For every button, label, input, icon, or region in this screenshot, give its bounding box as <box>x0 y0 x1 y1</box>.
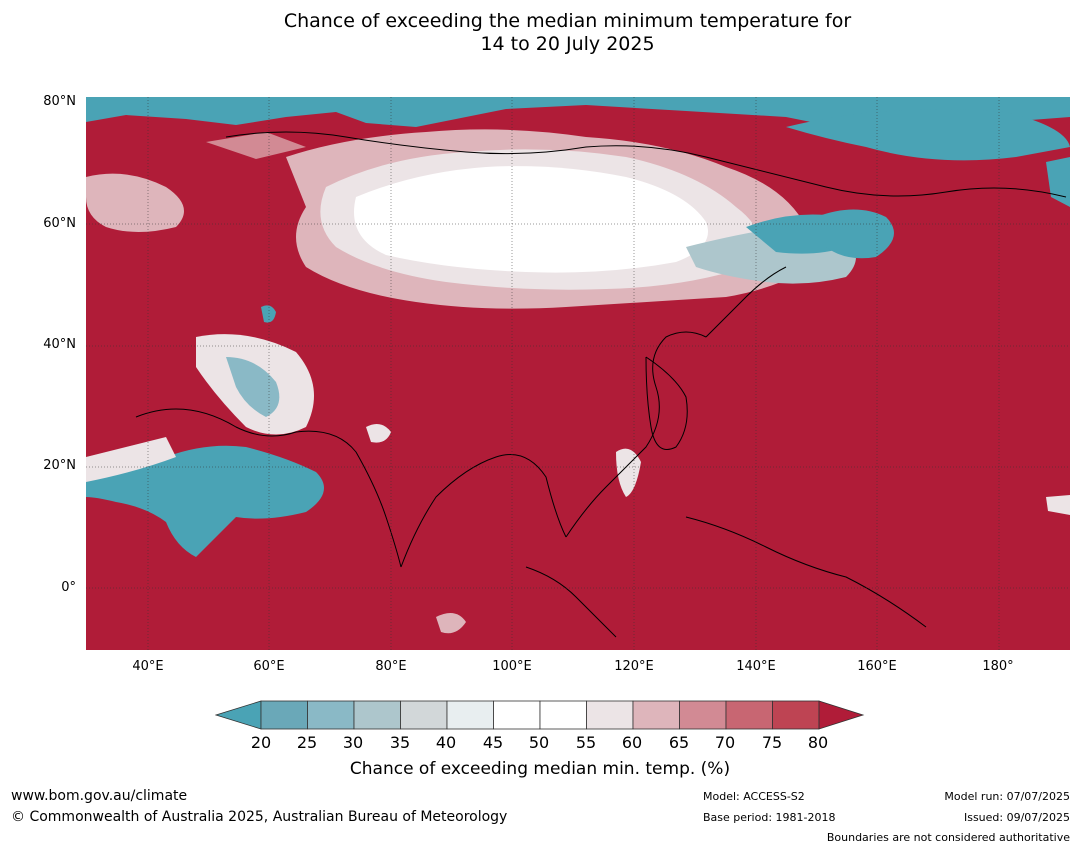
lat-label-40n: 40°N <box>43 337 76 352</box>
graticule <box>86 97 1070 650</box>
cb-tick-50: 50 <box>528 733 550 752</box>
title-line-2: 14 to 20 July 2025 <box>480 33 655 55</box>
lon-label-120e: 120°E <box>614 659 654 674</box>
arabian-sea-cool-region <box>86 445 324 557</box>
cb-tick-25: 25 <box>296 733 318 752</box>
caspian-cool-patch <box>261 305 276 323</box>
cb-tick-70: 70 <box>714 733 736 752</box>
colorbar-cell <box>353 700 401 730</box>
model-run-date: Model run: 07/07/2025 <box>944 790 1070 803</box>
model-name: Model: ACCESS-S2 <box>703 790 805 803</box>
lat-label-20n: 20°N <box>43 458 76 473</box>
boundaries-disclaimer: Boundaries are not considered authoritat… <box>826 831 1070 844</box>
coastlines <box>135 131 1067 638</box>
colorbar-cell <box>586 700 634 730</box>
colorbar-cell <box>725 700 773 730</box>
lat-label-0: 0° <box>61 580 76 595</box>
title-line-1: Chance of exceeding the median minimum t… <box>283 10 852 32</box>
lon-label-100e: 100°E <box>492 659 532 674</box>
base-period: Base period: 1981-2018 <box>703 811 836 824</box>
lat-label-60n: 60°N <box>43 216 76 231</box>
colorbar-high-extension <box>818 700 865 730</box>
website-link[interactable]: www.bom.gov.au/climate <box>11 788 188 804</box>
colorbar-cell <box>400 700 448 730</box>
forecast-map <box>86 97 1070 650</box>
lon-label-180: 180° <box>982 659 1014 674</box>
issued-date: Issued: 09/07/2025 <box>963 811 1070 824</box>
colorbar-low-extension <box>215 700 262 730</box>
cb-tick-65: 65 <box>668 733 690 752</box>
colorbar-label: Chance of exceeding median min. temp. (%… <box>349 759 731 779</box>
map-title: Chance of exceeding the median minimum t… <box>0 10 1081 56</box>
lon-label-140e: 140°E <box>736 659 776 674</box>
colorbar-cell <box>307 700 355 730</box>
lon-label-40e: 40°E <box>132 659 164 674</box>
cb-tick-80: 80 <box>807 733 829 752</box>
lon-label-60e: 60°E <box>253 659 285 674</box>
cb-tick-40: 40 <box>435 733 457 752</box>
cb-tick-35: 35 <box>389 733 411 752</box>
colorbar-cell <box>260 700 308 730</box>
cb-tick-45: 45 <box>482 733 504 752</box>
lon-label-80e: 80°E <box>375 659 407 674</box>
cb-tick-60: 60 <box>621 733 643 752</box>
map-canvas <box>86 97 1070 650</box>
lat-label-80n: 80°N <box>43 94 76 109</box>
colorbar-cell <box>772 700 820 730</box>
cb-tick-55: 55 <box>575 733 597 752</box>
copyright-text: © Commonwealth of Australia 2025, Austra… <box>11 809 508 825</box>
cb-tick-20: 20 <box>250 733 272 752</box>
cb-tick-75: 75 <box>761 733 783 752</box>
colorbar-cell <box>679 700 727 730</box>
lon-label-160e: 160°E <box>857 659 897 674</box>
colorbar <box>215 700 865 730</box>
colorbar-cell <box>493 700 541 730</box>
colorbar-cell <box>632 700 680 730</box>
colorbar-cell <box>539 700 587 730</box>
arctic-cool-region <box>86 97 1070 137</box>
colorbar-cell <box>446 700 494 730</box>
cb-tick-30: 30 <box>342 733 364 752</box>
